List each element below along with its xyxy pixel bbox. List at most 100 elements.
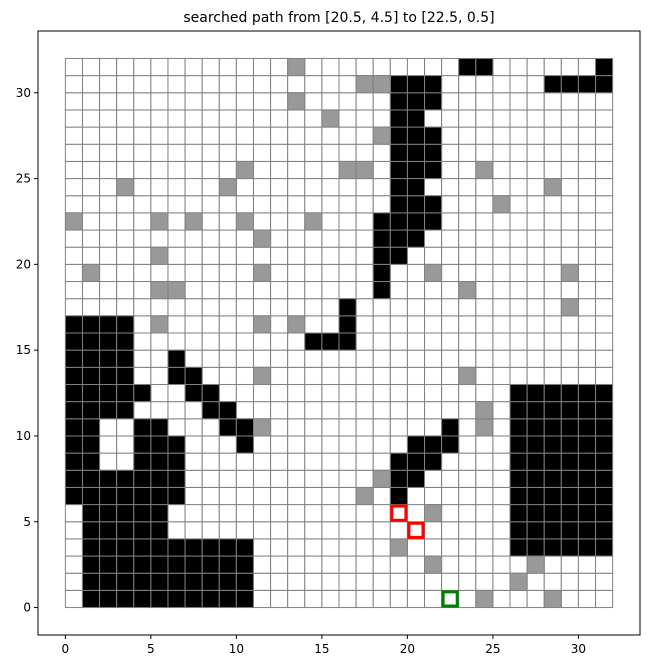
- obstacle-cell: [595, 401, 614, 420]
- free-cell: [252, 92, 272, 111]
- free-cell: [526, 315, 545, 334]
- free-cell: [235, 383, 254, 403]
- searched-cell: [543, 589, 562, 609]
- free-cell: [99, 298, 118, 317]
- free-cell: [184, 281, 203, 300]
- free-cell: [167, 75, 186, 94]
- obstacle-cell: [167, 486, 186, 506]
- obstacle-cell: [338, 298, 357, 317]
- free-cell: [595, 315, 614, 334]
- free-cell: [526, 349, 545, 368]
- free-cell: [475, 349, 494, 368]
- free-cell: [560, 92, 579, 111]
- free-cell: [235, 315, 254, 334]
- searched-cell: [150, 281, 169, 300]
- free-cell: [560, 572, 579, 591]
- free-cell: [543, 195, 562, 214]
- free-cell: [424, 298, 443, 317]
- free-cell: [270, 75, 289, 94]
- free-cell: [475, 332, 494, 351]
- free-cell: [475, 109, 494, 128]
- free-cell: [252, 435, 272, 454]
- free-cell: [338, 143, 357, 162]
- free-cell: [81, 281, 101, 300]
- y-tick-label: 20: [16, 257, 31, 271]
- free-cell: [235, 109, 254, 128]
- obstacle-cell: [64, 469, 83, 488]
- free-cell: [64, 263, 83, 283]
- free-cell: [252, 555, 272, 574]
- obstacle-cell: [406, 75, 426, 94]
- obstacle-cell: [560, 401, 579, 420]
- x-tick-label: 10: [229, 642, 244, 656]
- free-cell: [287, 178, 306, 197]
- free-cell: [492, 92, 511, 111]
- obstacle-cell: [543, 418, 562, 437]
- obstacle-cell: [201, 555, 220, 574]
- free-cell: [509, 57, 528, 77]
- free-cell: [492, 109, 511, 128]
- free-cell: [235, 504, 254, 523]
- free-cell: [64, 75, 83, 94]
- free-cell: [509, 298, 528, 317]
- free-cell: [304, 281, 323, 300]
- free-cell: [441, 555, 460, 574]
- obstacle-cell: [116, 332, 135, 351]
- x-tick-label: 20: [400, 642, 415, 656]
- obstacle-cell: [560, 538, 579, 557]
- free-cell: [235, 349, 254, 368]
- free-cell: [355, 298, 374, 317]
- free-cell: [424, 246, 443, 265]
- searched-cell: [167, 281, 186, 300]
- free-cell: [560, 109, 579, 128]
- free-cell: [595, 332, 614, 351]
- free-cell: [424, 281, 443, 300]
- free-cell: [389, 57, 408, 77]
- free-cell: [492, 212, 511, 231]
- free-cell: [64, 195, 83, 214]
- free-cell: [116, 298, 135, 317]
- free-cell: [99, 57, 118, 77]
- free-cell: [424, 349, 443, 368]
- free-cell: [218, 332, 237, 351]
- free-cell: [64, 572, 83, 591]
- free-cell: [441, 212, 460, 231]
- free-cell: [338, 281, 357, 300]
- free-cell: [560, 178, 579, 197]
- free-cell: [389, 281, 408, 300]
- free-cell: [150, 366, 169, 385]
- free-cell: [475, 486, 494, 506]
- free-cell: [406, 281, 426, 300]
- y-axis: 0 5 10 15 20 25 30: [16, 86, 38, 615]
- obstacle-cell: [577, 504, 597, 523]
- obstacle-cell: [64, 349, 83, 368]
- free-cell: [235, 229, 254, 248]
- free-cell: [252, 212, 272, 231]
- free-cell: [372, 92, 391, 111]
- free-cell: [406, 401, 426, 420]
- free-cell: [304, 349, 323, 368]
- obstacle-cell: [133, 469, 152, 488]
- free-cell: [372, 572, 391, 591]
- obstacle-cell: [526, 435, 545, 454]
- free-cell: [577, 281, 597, 300]
- free-cell: [235, 178, 254, 197]
- free-cell: [355, 366, 374, 385]
- free-cell: [150, 109, 169, 128]
- free-cell: [64, 504, 83, 523]
- free-cell: [116, 229, 135, 248]
- obstacle-cell: [116, 555, 135, 574]
- free-cell: [577, 555, 597, 574]
- free-cell: [270, 109, 289, 128]
- obstacle-cell: [81, 383, 101, 403]
- free-cell: [475, 75, 494, 94]
- free-cell: [304, 263, 323, 283]
- free-cell: [577, 246, 597, 265]
- free-cell: [304, 195, 323, 214]
- free-cell: [270, 349, 289, 368]
- free-cell: [372, 332, 391, 351]
- free-cell: [509, 143, 528, 162]
- searched-cell: [321, 109, 340, 128]
- free-cell: [560, 126, 579, 145]
